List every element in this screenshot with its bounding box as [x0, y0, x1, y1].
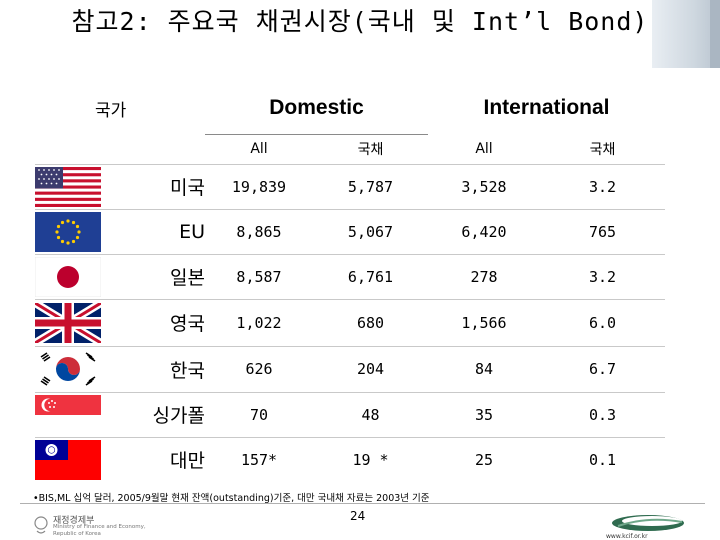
country-name: 미국: [170, 177, 205, 199]
domestic-gov-cell: 48: [313, 391, 428, 437]
kcif-logo: www.kcif.or.kr: [606, 512, 690, 540]
footnote: •BIS,ML 십억 달러, 2005/9월말 현재 잔액(outstandin…: [33, 493, 430, 504]
country-name: 대만: [170, 450, 205, 472]
international-all-cell: 84: [428, 345, 540, 392]
international-gov-cell: 3.2: [540, 253, 665, 299]
international-all-cell: 6,420: [428, 208, 540, 254]
korea-flag-icon: [35, 349, 101, 389]
uk-flag-icon: [35, 302, 101, 343]
header-international: International: [483, 96, 610, 119]
domestic-all-cell: 157*: [205, 436, 313, 482]
site-url: www.kcif.or.kr: [606, 533, 648, 540]
country-name: 싱가폴: [152, 405, 205, 427]
domestic-gov-cell: 680: [313, 298, 428, 346]
table-row: 영국 1,022 680 1,566 6.0: [35, 298, 665, 346]
international-gov-cell: 3.2: [540, 163, 665, 209]
header-domestic-gov: 국채: [357, 142, 384, 158]
domestic-all-cell: 626: [205, 345, 313, 392]
international-gov-cell: 0.3: [540, 391, 665, 437]
taiwan-flag-icon: [35, 439, 101, 480]
country-name: 영국: [170, 313, 205, 335]
international-gov-cell: 6.7: [540, 345, 665, 392]
ministry-name-en: Ministry of Finance and Economy, Republi…: [53, 524, 146, 537]
international-all-cell: 35: [428, 391, 540, 437]
table-row: 대만 157* 19 * 25 0.1: [35, 436, 665, 482]
international-all-cell: 3,528: [428, 163, 540, 209]
ministry-emblem-icon: [34, 516, 48, 534]
international-all-cell: 1,566: [428, 298, 540, 346]
country-name: 한국: [170, 359, 205, 382]
page-number: 24: [350, 509, 366, 523]
ministry-logo: 재정경제부 Ministry of Finance and Economy, R…: [33, 513, 146, 539]
international-gov-cell: 765: [540, 208, 665, 254]
domestic-all-cell: 8,865: [205, 208, 313, 254]
domestic-all-cell: 70: [205, 391, 313, 437]
international-all-cell: 278: [428, 253, 540, 299]
domestic-all-cell: 19,839: [205, 163, 313, 209]
corner-decoration: [652, 0, 720, 68]
international-gov-cell: 6.0: [540, 298, 665, 346]
us-flag-icon: [35, 166, 101, 207]
japan-flag-icon: [35, 256, 101, 297]
ministry-name-ko: 재정경제부: [53, 516, 95, 526]
header-domestic-all: All: [250, 141, 268, 157]
domestic-gov-cell: 6,761: [313, 253, 428, 299]
international-all-cell: 25: [428, 436, 540, 482]
kcif-swoosh-icon: [612, 515, 684, 531]
header-international-gov: 국채: [589, 141, 616, 158]
table-row: 미국 19,839 5,787 3,528 3.2: [35, 163, 665, 209]
domestic-all-cell: 1,022: [205, 298, 313, 346]
eu-flag-icon: [35, 211, 101, 252]
international-gov-cell: 0.1: [540, 436, 665, 482]
footer-divider: [20, 503, 705, 504]
header-country: 국가: [95, 100, 127, 121]
domestic-all-cell: 8,587: [205, 253, 313, 299]
slide-title: 참고2: 주요국 채권시장(국내 및 Int’l Bond): [71, 7, 649, 36]
domestic-gov-cell: 19 *: [313, 436, 428, 482]
table-row: 한국 626 204 84 6.7: [35, 345, 665, 392]
table-row: 일본 8,587 6,761 278 3.2: [35, 253, 665, 299]
domestic-gov-cell: 5,067: [313, 208, 428, 254]
header-domestic: Domestic: [205, 82, 428, 135]
country-name: 일본: [170, 267, 205, 289]
country-name: EU: [179, 220, 205, 243]
domestic-gov-cell: 204: [313, 345, 428, 392]
header-international-all: All: [475, 140, 493, 157]
singapore-flag-icon: [35, 394, 101, 435]
domestic-gov-cell: 5,787: [313, 163, 428, 209]
table-row: 싱가폴 70 48 35 0.3: [35, 391, 665, 437]
bond-market-table: 국가 Domestic International All 국채 All 국채 …: [35, 82, 665, 482]
table-row: EU 8,865 5,067 6,420 765: [35, 208, 665, 254]
